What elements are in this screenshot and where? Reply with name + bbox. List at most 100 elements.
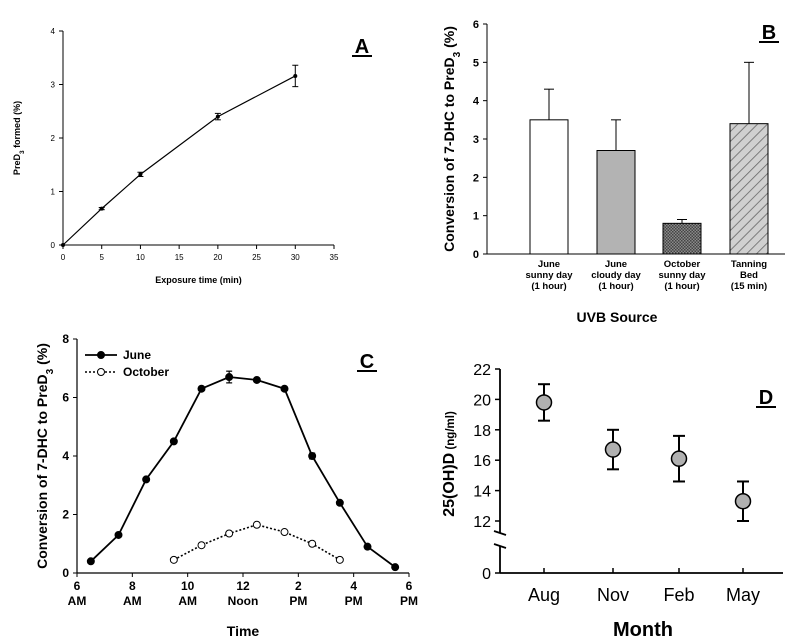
y-tick-label: 18	[473, 423, 491, 440]
data-point	[391, 563, 400, 572]
legend-label: October	[123, 365, 169, 379]
x-tick-label: 6	[74, 579, 81, 593]
category-label: (1 hour)	[664, 281, 699, 292]
data-point	[604, 441, 622, 458]
y-tick-label: 14	[473, 484, 491, 501]
data-point	[225, 373, 234, 382]
y-tick-label: 6	[473, 19, 479, 31]
x-tick-label: 20	[213, 253, 222, 262]
x-tick-label: 0	[61, 253, 66, 262]
y-tick-label: 22	[473, 362, 491, 379]
data-point	[280, 528, 289, 537]
x-tick-label: 8	[129, 579, 136, 593]
x-tick-sublabel: PM	[400, 594, 418, 608]
data-point	[535, 394, 553, 411]
series-line-june	[90, 376, 396, 568]
y-axis-title-sub: 3	[452, 51, 463, 57]
x-tick-label: 30	[291, 253, 300, 262]
bar	[662, 222, 702, 255]
bar	[529, 119, 569, 255]
y-axis-title-main: Conversion of 7-DHC to PreD	[34, 374, 50, 568]
y-tick-label: 4	[473, 96, 480, 108]
y-tick-label: 0	[62, 566, 69, 580]
axis-break-mark	[493, 530, 507, 536]
panel-letter: D	[759, 387, 773, 409]
data-point	[293, 73, 298, 78]
y-axis-title: 25(OH)D (ng/ml)	[441, 411, 458, 517]
data-point	[363, 542, 372, 551]
x-tick-label: 2	[295, 579, 302, 593]
y-tick-label: 3	[51, 81, 56, 90]
data-point	[61, 243, 65, 247]
category-label: (1 hour)	[531, 281, 566, 292]
data-point	[308, 539, 317, 548]
y-axis-title-suffix: (%)	[441, 26, 457, 52]
y-tick-label: 16	[473, 453, 491, 470]
panel-c: 024686AM8AM10AM12Noon2PM4PM6PMJuneOctobe…	[34, 332, 418, 638]
category-label: October	[664, 259, 701, 270]
panel-letter: B	[762, 22, 776, 44]
panel-letter: C	[360, 351, 374, 373]
y-tick-label: 0	[482, 566, 491, 583]
category-label: Bed	[740, 270, 758, 281]
data-point	[280, 384, 289, 393]
data-point	[225, 529, 234, 538]
x-tick-label: 4	[350, 579, 357, 593]
y-axis-title-suffix: (%)	[34, 343, 50, 369]
category-label: Tanning	[731, 259, 767, 270]
x-tick-label: 10	[181, 579, 195, 593]
y-tick-label: 0	[51, 241, 56, 250]
data-point	[215, 114, 220, 119]
y-axis-title: Conversion of 7-DHC to PreD3 (%)	[34, 343, 56, 569]
y-tick-label: 5	[473, 57, 479, 69]
data-point	[86, 557, 95, 566]
data-point	[197, 541, 206, 550]
bar	[729, 123, 769, 255]
x-tick-label: 10	[136, 253, 145, 262]
y-tick-label: 2	[473, 172, 479, 184]
data-point	[169, 555, 178, 564]
y-tick-label: 20	[473, 392, 491, 409]
data-point	[734, 492, 752, 510]
y-axis-title: Conversion of 7-DHC to PreD3 (%)	[441, 26, 463, 252]
y-tick-label: 4	[51, 27, 56, 36]
category-label: sunny day	[659, 270, 707, 281]
y-axis-title-sub: 3	[45, 368, 56, 374]
panel-a: 0 1 2 3 4 0 5 10 15 20 25 30 35 Exposure time (min) Pr…	[12, 27, 372, 285]
y-tick-label: 2	[51, 134, 56, 143]
x-tick-sublabel: Noon	[228, 594, 259, 608]
data-point	[114, 530, 123, 539]
x-axis-title: UVB Source	[577, 309, 658, 325]
category-label: sunny day	[526, 270, 574, 281]
y-axis-title-unit: (ng/ml)	[445, 411, 457, 453]
data-point	[197, 384, 206, 393]
y-tick-label: 1	[51, 188, 56, 197]
y-axis-title-main: 25(OH)D	[441, 453, 458, 517]
y-axis-title: PreD3 formed (%)	[12, 101, 26, 175]
data-point	[99, 206, 104, 211]
category-label: cloudy day	[591, 270, 641, 281]
x-tick-sublabel: AM	[68, 594, 87, 608]
data-point	[335, 498, 344, 507]
series-line	[62, 75, 296, 246]
y-axis-title-main: PreD	[12, 154, 22, 176]
y-tick-label: 2	[62, 508, 69, 522]
axis-break-mark	[493, 543, 507, 549]
y-tick-label: 0	[473, 249, 479, 261]
x-axis-title: Month	[613, 619, 673, 638]
x-tick-label: May	[726, 585, 760, 605]
x-tick-label: 5	[99, 253, 104, 262]
panel-d: 12 14 16 18 20 22 0 Aug Nov Feb May Month 25(OH)D (n…	[441, 362, 783, 638]
y-tick-label: 12	[473, 514, 491, 531]
x-axis-title: Exposure time (min)	[155, 275, 242, 285]
x-tick-sublabel: PM	[289, 594, 307, 608]
x-axis-title: Time	[227, 623, 260, 638]
category-label: June	[605, 259, 627, 270]
data-point	[335, 555, 344, 564]
panel-letter: A	[355, 36, 369, 58]
data-point	[308, 452, 317, 460]
legend-marker	[97, 351, 105, 359]
category-label: June	[538, 259, 560, 270]
